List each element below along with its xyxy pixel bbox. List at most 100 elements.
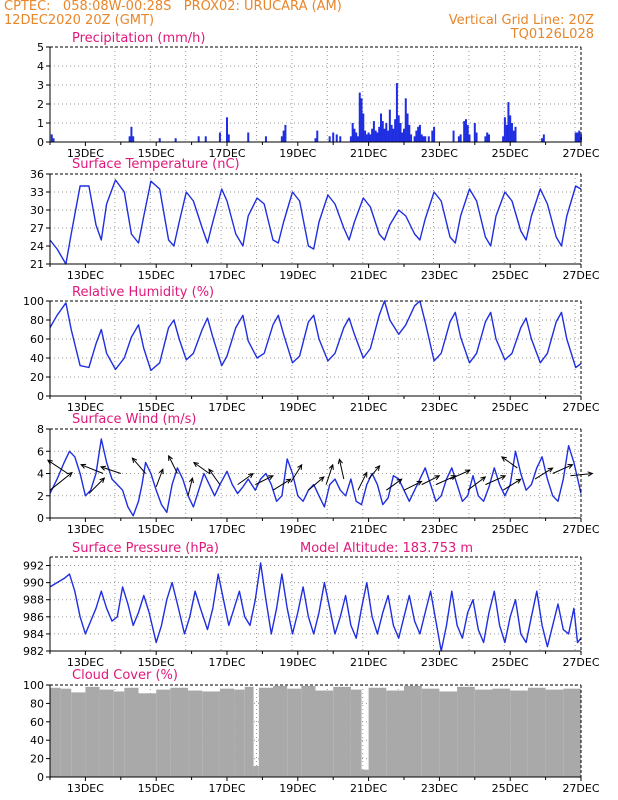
precipitation-bar: [457, 136, 460, 142]
cloud-cover-bar: [301, 685, 316, 777]
pressure-y-tick-label: 982: [23, 645, 44, 658]
precipitation-bar: [360, 98, 363, 142]
precipitation-bar: [227, 134, 230, 142]
precipitation-bar: [413, 136, 416, 142]
pressure-series-line: [49, 562, 582, 652]
precipitation-bar: [397, 115, 400, 142]
precipitation-bar: [404, 98, 407, 142]
cloud-cover-bar: [50, 687, 61, 777]
precipitation-bar: [410, 134, 413, 142]
precipitation-bar: [395, 83, 398, 142]
cloud-cover-bar: [258, 687, 274, 777]
wind-vector-arrowhead: [396, 478, 403, 484]
precipitation-bar: [358, 92, 361, 142]
wind-vector-arrowhead: [158, 468, 164, 475]
precipitation-bar: [280, 136, 283, 142]
humidity-y-tick-label: 60: [30, 333, 44, 346]
pressure-title: Surface Pressure (hPa): [72, 541, 219, 556]
cloud-cover-bar: [368, 687, 387, 777]
cloud-cover-bar: [510, 690, 528, 777]
precipitation-bar: [576, 132, 579, 142]
wind-x-tick-label: 21DEC: [350, 523, 387, 536]
wind-vector-arrowhead: [267, 475, 274, 481]
wind-vector-arrowhead: [328, 463, 334, 470]
cloud-cover-y-tick-label: 80: [30, 697, 44, 710]
cloud-cover-bar: [527, 687, 546, 777]
wind-vector-arrowhead: [587, 471, 594, 477]
precipitation-bar: [417, 126, 420, 142]
precipitation-bar: [422, 136, 425, 142]
precipitation-bar: [399, 123, 402, 142]
wind-vector-arrowhead: [337, 458, 343, 465]
wind-x-tick-label: 23DEC: [421, 523, 458, 536]
pressure-x-tick-label: 15DEC: [138, 656, 175, 669]
precipitation-bar: [541, 138, 544, 142]
wind-vector-arrow: [403, 480, 422, 491]
wind-vector-arrow: [449, 469, 471, 480]
precipitation-bar: [401, 132, 404, 142]
cloud-cover-x-tick-label: 27DEC: [562, 782, 599, 795]
wind-vector-arrow: [534, 467, 553, 480]
cloud-cover-bar: [156, 689, 171, 777]
wind-vector-arrowhead: [362, 471, 368, 478]
wind-vector-arrow: [467, 476, 486, 491]
wind-vector-arrow: [290, 464, 303, 483]
cloud-cover-bar: [287, 688, 302, 777]
wind-vector-arrow: [552, 464, 573, 474]
wind-vector-arrow: [88, 477, 105, 494]
cloud-cover-x-tick-label: 21DEC: [350, 782, 387, 795]
pressure-y-tick-label: 992: [23, 560, 44, 573]
temperature-x-tick-label: 27DEC: [562, 269, 599, 282]
precipitation-bar: [218, 132, 221, 142]
temperature-y-tick-label: 30: [30, 204, 44, 217]
precipitation-bar: [226, 117, 228, 142]
cloud-cover-bar: [545, 689, 564, 777]
cloud-cover-bar: [234, 689, 245, 777]
wind-vector-arrowhead: [248, 472, 254, 479]
cloud-cover-x-tick-label: 19DEC: [279, 782, 316, 795]
precipitation-bar: [392, 128, 395, 142]
precipitation-bar: [264, 136, 267, 142]
cloud-cover-y-tick-label: 40: [30, 734, 44, 747]
precipitation-bar: [364, 130, 367, 142]
wind-vector-arrowhead: [99, 477, 106, 484]
wind-vector-arrow: [502, 478, 521, 491]
wind-vector-arrowhead: [464, 469, 471, 475]
precipitation-bar: [433, 126, 436, 142]
wind-vector-arrowhead: [67, 471, 73, 478]
wind-vector-arrow: [272, 478, 291, 491]
temperature-y-tick-label: 27: [30, 222, 44, 235]
cloud-cover-x-tick-label: 25DEC: [492, 782, 529, 795]
wind-panel: Surface Wind (m/s) 0 2 4 6 8 13DEC 15DEC 17DEC 1…: [37, 412, 600, 536]
wind-x-tick-label: 19DEC: [279, 523, 316, 536]
wind-vector-arrowhead: [188, 477, 194, 484]
wind-vector-arrow: [100, 466, 121, 474]
pressure-x-tick-label: 23DEC: [421, 656, 458, 669]
temperature-y-tick-label: 21: [30, 258, 44, 271]
wind-vector-arrow: [49, 472, 73, 491]
wind-vector-arrow: [237, 473, 254, 486]
humidity-x-tick-label: 19DEC: [279, 401, 316, 414]
wind-vector-arrowhead: [547, 467, 554, 473]
cloud-cover-bar: [85, 686, 100, 777]
wind-vector-arrowhead: [500, 456, 507, 462]
precipitation-bar: [355, 132, 358, 142]
cloud-cover-bar: [421, 688, 440, 777]
temperature-y-tick-label: 33: [30, 186, 44, 199]
precipitation-bar: [507, 102, 510, 142]
pressure-y-tick-label: 990: [23, 577, 44, 590]
wind-title: Surface Wind (m/s): [72, 412, 196, 427]
cloud-cover-bar: [138, 693, 157, 777]
precipitation-bar: [415, 130, 418, 142]
pressure-x-tick-label: 17DEC: [208, 656, 245, 669]
precipitation-bar: [427, 136, 430, 142]
pressure-y-tick-label: 984: [23, 628, 44, 641]
precipitation-bar: [468, 134, 471, 142]
wind-vector-arrow: [208, 468, 221, 485]
precipitation-y-tick-label: 4: [37, 60, 44, 73]
wind-vector-arrowhead: [208, 468, 214, 475]
wind-vector-arrow: [435, 475, 456, 486]
wind-vector-arrow: [308, 476, 325, 491]
precipitation-bar: [431, 130, 434, 142]
cloud-cover-x-tick-label: 13DEC: [67, 782, 104, 795]
